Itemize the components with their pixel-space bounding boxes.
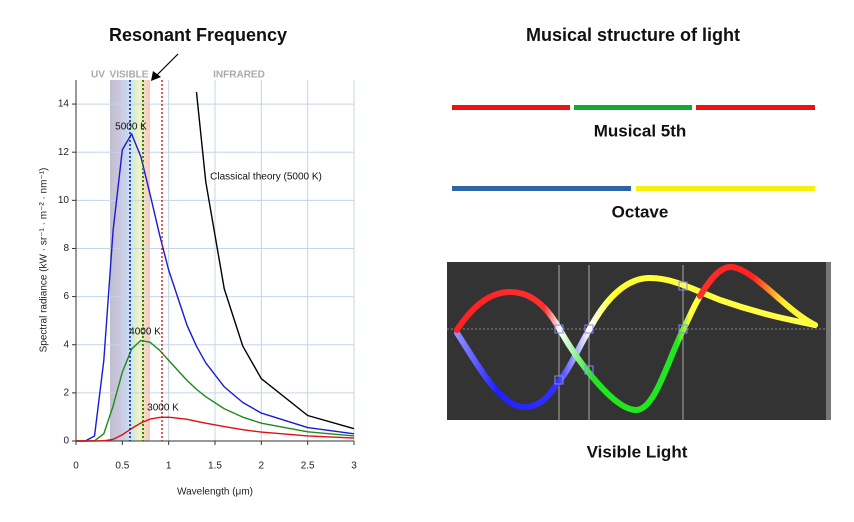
series-label: 4000 K bbox=[129, 327, 161, 338]
item-label: Octave bbox=[612, 202, 669, 221]
item-label: Musical 5th bbox=[594, 121, 687, 140]
series-line bbox=[76, 416, 355, 442]
y-tick-label: 2 bbox=[63, 388, 69, 399]
x-tick-label: 1.5 bbox=[208, 461, 222, 472]
x-tick-label: 1 bbox=[166, 461, 172, 472]
region-label: VISIBLE bbox=[110, 70, 149, 81]
x-tick-label: 0.5 bbox=[115, 461, 129, 472]
bar bbox=[574, 105, 692, 110]
handle bbox=[554, 375, 564, 385]
diagram-title: Musical structure of light bbox=[526, 25, 740, 45]
series-label: Classical theory (5000 K) bbox=[210, 172, 322, 183]
chart-title: Resonant Frequency bbox=[109, 25, 287, 45]
handle bbox=[584, 324, 594, 334]
wave-panel bbox=[447, 262, 831, 420]
wave bbox=[557, 293, 703, 414]
y-tick-label: 0 bbox=[63, 436, 69, 447]
panel-edge bbox=[826, 262, 831, 420]
handle bbox=[678, 324, 688, 334]
series-line bbox=[76, 339, 355, 442]
bar bbox=[636, 186, 815, 191]
handle bbox=[554, 324, 564, 334]
y-tick-label: 6 bbox=[63, 291, 69, 302]
series-label: 3000 K bbox=[147, 403, 179, 414]
region-label: UV bbox=[91, 70, 105, 81]
y-tick-label: 10 bbox=[58, 195, 70, 206]
y-tick-label: 8 bbox=[63, 243, 69, 254]
series-line bbox=[76, 133, 355, 442]
y-tick-label: 4 bbox=[63, 339, 69, 350]
series-line bbox=[195, 91, 355, 430]
region-label: INFRARED bbox=[213, 70, 265, 81]
wave bbox=[697, 263, 818, 328]
handle bbox=[584, 365, 594, 375]
handle bbox=[678, 281, 688, 291]
x-axis-label: Wavelength (μm) bbox=[177, 487, 253, 498]
x-tick-label: 2 bbox=[259, 461, 265, 472]
y-tick-label: 14 bbox=[58, 99, 70, 110]
y-tick-label: 12 bbox=[58, 147, 70, 158]
series-label: 5000 K bbox=[115, 122, 147, 133]
y-axis-label: Spectral radiance (kW · sr⁻¹ · m⁻² · nm⁻… bbox=[39, 168, 50, 353]
item-label: Visible Light bbox=[587, 442, 688, 461]
arrow bbox=[155, 53, 179, 77]
wave bbox=[454, 288, 563, 333]
x-tick-label: 3 bbox=[351, 461, 357, 472]
x-tick-label: 0 bbox=[73, 461, 79, 472]
bar bbox=[452, 105, 570, 110]
x-tick-label: 2.5 bbox=[301, 461, 315, 472]
bar bbox=[696, 105, 815, 110]
wave bbox=[454, 327, 592, 411]
wave bbox=[586, 274, 818, 333]
arrow-head bbox=[151, 71, 161, 81]
bar bbox=[452, 186, 631, 191]
